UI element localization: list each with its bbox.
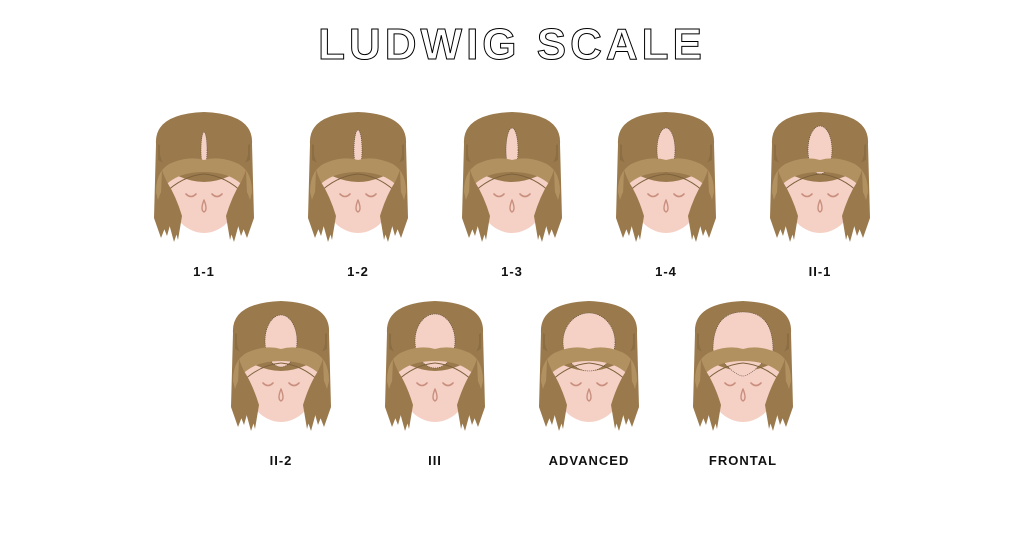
stage-illustration — [596, 100, 736, 260]
stage-cell: FRONTAL — [673, 289, 813, 468]
stage-illustration — [673, 289, 813, 449]
head-illustration — [288, 100, 428, 260]
stage-cell: II-1 — [750, 100, 890, 279]
stage-illustration — [365, 289, 505, 449]
head-illustration — [519, 289, 659, 449]
head-illustration — [673, 289, 813, 449]
stage-illustration — [519, 289, 659, 449]
head-illustration — [750, 100, 890, 260]
stage-label: ADVANCED — [549, 453, 630, 468]
stage-cell: 1-2 — [288, 100, 428, 279]
stage-cell: II-2 — [211, 289, 351, 468]
stage-cell: 1-1 — [134, 100, 274, 279]
stage-label: II-1 — [809, 264, 832, 279]
stage-label: 1-3 — [501, 264, 523, 279]
stage-label: FRONTAL — [709, 453, 777, 468]
head-illustration — [211, 289, 351, 449]
page: LUDWIG SCALE 1-1 — [0, 0, 1024, 548]
stage-cell: 1-4 — [596, 100, 736, 279]
stage-cell: III — [365, 289, 505, 468]
stage-row-1: 1-1 1-2 1- — [0, 100, 1024, 279]
stage-illustration — [750, 100, 890, 260]
head-illustration — [365, 289, 505, 449]
stage-illustration — [288, 100, 428, 260]
stage-label: 1-1 — [193, 264, 215, 279]
rows-container: 1-1 1-2 1- — [0, 100, 1024, 478]
head-illustration — [596, 100, 736, 260]
stage-row-2: II-2 III A — [0, 289, 1024, 468]
stage-label: 1-2 — [347, 264, 369, 279]
stage-cell: ADVANCED — [519, 289, 659, 468]
stage-cell: 1-3 — [442, 100, 582, 279]
head-illustration — [442, 100, 582, 260]
stage-label: 1-4 — [655, 264, 677, 279]
stage-illustration — [134, 100, 274, 260]
stage-label: II-2 — [270, 453, 293, 468]
stage-illustration — [211, 289, 351, 449]
stage-label: III — [428, 453, 442, 468]
page-title: LUDWIG SCALE — [0, 20, 1024, 70]
head-illustration — [134, 100, 274, 260]
stage-illustration — [442, 100, 582, 260]
